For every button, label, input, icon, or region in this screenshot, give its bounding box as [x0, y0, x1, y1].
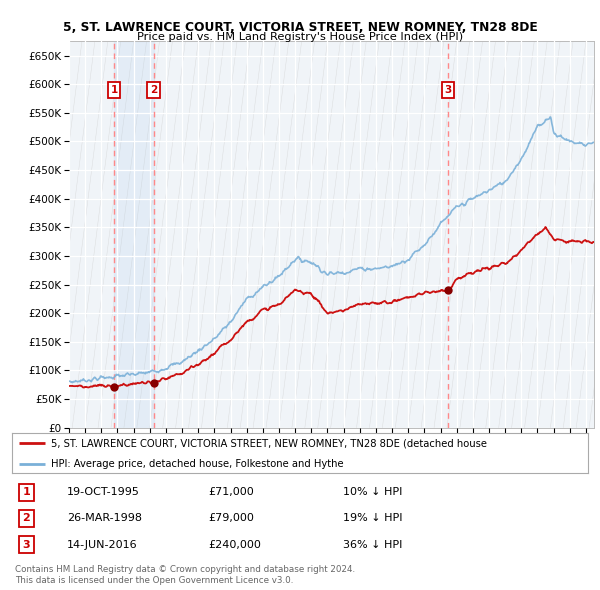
Text: 5, ST. LAWRENCE COURT, VICTORIA STREET, NEW ROMNEY, TN28 8DE (detached house: 5, ST. LAWRENCE COURT, VICTORIA STREET, … [51, 438, 487, 448]
Text: 14-JUN-2016: 14-JUN-2016 [67, 539, 137, 549]
Text: Price paid vs. HM Land Registry's House Price Index (HPI): Price paid vs. HM Land Registry's House … [137, 32, 463, 42]
Text: £240,000: £240,000 [208, 539, 261, 549]
Text: 36% ↓ HPI: 36% ↓ HPI [343, 539, 403, 549]
Text: 5, ST. LAWRENCE COURT, VICTORIA STREET, NEW ROMNEY, TN28 8DE: 5, ST. LAWRENCE COURT, VICTORIA STREET, … [62, 21, 538, 34]
Text: 1: 1 [23, 487, 30, 497]
Text: 10% ↓ HPI: 10% ↓ HPI [343, 487, 403, 497]
Text: £79,000: £79,000 [208, 513, 254, 523]
Text: 19-OCT-1995: 19-OCT-1995 [67, 487, 140, 497]
Text: 2: 2 [23, 513, 30, 523]
Text: 26-MAR-1998: 26-MAR-1998 [67, 513, 142, 523]
Text: 19% ↓ HPI: 19% ↓ HPI [343, 513, 403, 523]
Bar [114, 41, 154, 428]
Text: £71,000: £71,000 [208, 487, 254, 497]
Text: Contains HM Land Registry data © Crown copyright and database right 2024.
This d: Contains HM Land Registry data © Crown c… [15, 565, 355, 585]
Text: HPI: Average price, detached house, Folkestone and Hythe: HPI: Average price, detached house, Folk… [51, 460, 344, 470]
Text: 3: 3 [445, 85, 452, 95]
Text: 2: 2 [150, 85, 157, 95]
Text: 1: 1 [110, 85, 118, 95]
Text: 3: 3 [23, 539, 30, 549]
